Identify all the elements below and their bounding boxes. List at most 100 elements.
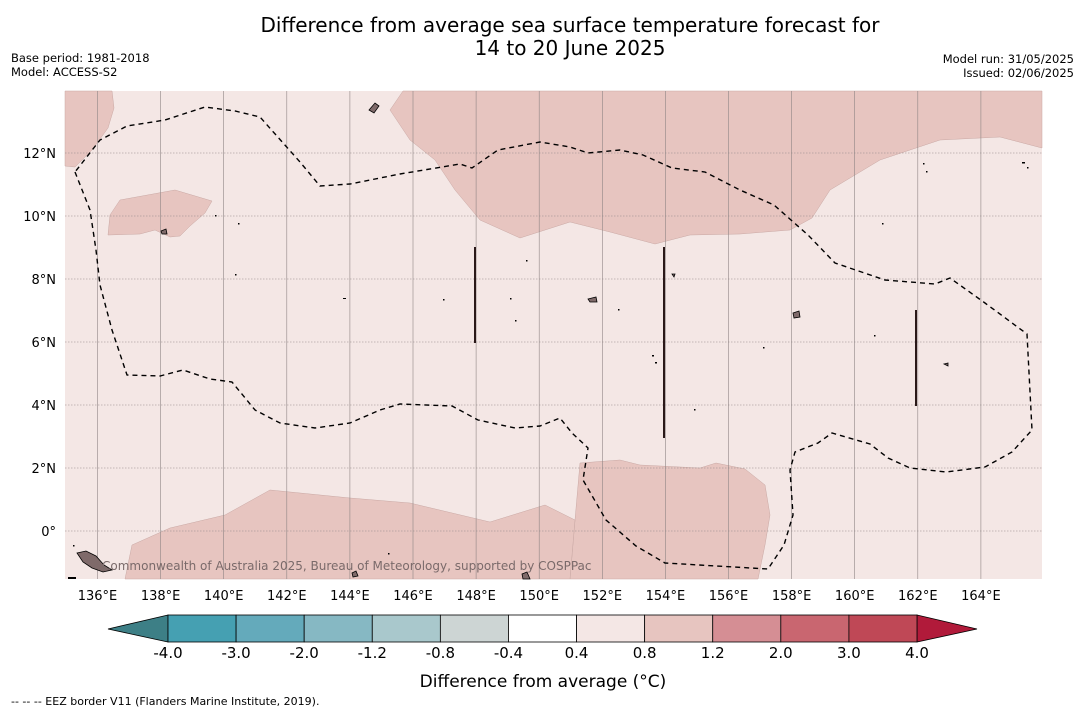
latitude-tick-label: 10°N — [23, 210, 56, 225]
latitude-tick-label: 6°N — [32, 336, 57, 351]
model-name: Model: ACCESS-S2 — [11, 65, 118, 79]
colorbar-tick-label: 4.0 — [905, 644, 929, 662]
longitude-tick-label: 144°E — [330, 589, 370, 604]
island-west-patch — [160, 228, 168, 235]
longitude-tick-label: 152°E — [583, 589, 623, 604]
title-line-2: 14 to 20 June 2025 — [474, 36, 666, 60]
colorbar-segments — [167, 614, 918, 643]
colorbar-tick-label: 0.4 — [565, 644, 589, 662]
colorbar-tick-label: -0.4 — [494, 644, 523, 662]
longitude-tick-label: 164°E — [961, 589, 1001, 604]
longitude-tick-label: 136°E — [78, 589, 118, 604]
map-title: Difference from average sea surface temp… — [0, 14, 1085, 60]
speck — [215, 215, 217, 217]
colorbar-segment — [439, 614, 509, 643]
colorbar-tick-label: -4.0 — [153, 644, 182, 662]
island-north — [368, 102, 380, 114]
colorbar-tick-label: -1.2 — [358, 644, 387, 662]
longitude-tick-labels: 136°E 138°E 140°E 142°E 144°E 146°E 148°E 150°E… — [78, 589, 1001, 604]
colorbar-segment — [303, 614, 373, 643]
longitude-tick-label: 140°E — [204, 589, 244, 604]
island-south-edge — [521, 571, 531, 580]
islands — [76, 102, 949, 580]
speck — [68, 577, 76, 579]
colorbar-tick-label: -0.8 — [426, 644, 455, 662]
speck — [618, 309, 620, 311]
speck — [655, 362, 657, 364]
speck — [443, 299, 445, 301]
speck — [694, 409, 696, 411]
longitude-tick-label: 138°E — [141, 589, 181, 604]
colorbar-tick-label: 0.8 — [633, 644, 657, 662]
colorbar-tick-label: 2.0 — [769, 644, 793, 662]
latitude-tick-label: 8°N — [32, 273, 57, 288]
speck — [73, 545, 75, 547]
latitude-tick-label: 2°N — [32, 462, 57, 477]
speck — [652, 355, 654, 357]
colorbar-tick-label: -2.0 — [290, 644, 319, 662]
island-kosrae — [942, 362, 949, 367]
longitude-tick-label: 156°E — [709, 589, 749, 604]
longitude-tick-label: 158°E — [772, 589, 812, 604]
speck — [343, 298, 346, 299]
warm-region-south-central — [569, 459, 771, 580]
title-line-1: Difference from average sea surface temp… — [260, 13, 880, 37]
colorbar-tick-label: -3.0 — [221, 644, 250, 662]
longitude-tick-label: 148°E — [456, 589, 496, 604]
colorbar-segment — [644, 614, 714, 643]
speck — [923, 163, 925, 165]
colorbar-low-extend — [107, 614, 169, 643]
colorbar-high-extend — [916, 614, 978, 643]
speck — [526, 260, 528, 262]
model-run-date: Model run: 31/05/2025 — [942, 52, 1074, 66]
speck — [510, 298, 512, 300]
longitude-tick-label: 154°E — [646, 589, 686, 604]
speck — [238, 223, 240, 225]
warm-region-northwest — [64, 90, 115, 168]
longitude-tick-label: 142°E — [267, 589, 307, 604]
colorbar-label: Difference from average (°C) — [420, 672, 667, 692]
model-info: Base period: 1981-2018 Model: ACCESS-S2 — [11, 51, 150, 79]
colorbar-segment — [576, 614, 646, 643]
colorbar-segment — [848, 614, 918, 643]
land-specks — [68, 162, 1029, 579]
speck — [763, 347, 765, 349]
warm-region-north-central — [389, 90, 1043, 245]
colorbar-segment — [508, 614, 577, 643]
latitude-tick-label: 4°N — [32, 399, 57, 414]
run-info: Model run: 31/05/2025 Issued: 02/06/2025 — [943, 52, 1074, 80]
speck — [388, 553, 390, 555]
map-panel: Commonwealth of Australia 2025, Bureau o… — [64, 90, 1043, 580]
island-east — [792, 310, 801, 319]
latitude-tick-label: 12°N — [23, 147, 56, 162]
speck — [1022, 162, 1025, 164]
warm-region-west-patch — [107, 189, 213, 238]
colorbar-segment — [780, 614, 850, 643]
base-period: Base period: 1981-2018 — [11, 51, 150, 65]
boundary-lines — [474, 247, 917, 438]
colorbar-segment — [371, 614, 441, 643]
island-pohnpei — [671, 273, 676, 278]
map-watermark: Commonwealth of Australia 2025, Bureau o… — [102, 559, 592, 573]
latitude-tick-label: 0° — [41, 525, 56, 540]
colorbar-segment — [712, 614, 782, 643]
longitude-tick-label: 146°E — [393, 589, 433, 604]
issued-date: Issued: 02/06/2025 — [963, 66, 1074, 80]
longitude-tick-label: 150°E — [519, 589, 559, 604]
longitude-tick-label: 162°E — [898, 589, 938, 604]
speck — [874, 335, 876, 337]
speck — [515, 320, 517, 322]
eez-border — [74, 106, 1033, 570]
colorbar-tick-label: 1.2 — [701, 644, 725, 662]
latitude-tick-labels: 12°N 10°N 8°N 6°N 4°N 2°N 0° — [23, 147, 56, 540]
speck — [926, 171, 928, 173]
island-chuuk — [587, 296, 598, 303]
colorbar: -4.0 -3.0 -2.0 -1.2 -0.8 -0.4 0.4 0.8 1.2 2.0 3.0 4… — [107, 614, 978, 692]
colorbar-tick-label: 3.0 — [837, 644, 861, 662]
speck — [882, 223, 884, 225]
eez-footnote: -- -- -- EEZ border V11 (Flanders Marine… — [11, 695, 320, 708]
island-south-small — [351, 570, 359, 578]
speck — [1027, 167, 1029, 169]
colorbar-segment — [235, 614, 305, 643]
